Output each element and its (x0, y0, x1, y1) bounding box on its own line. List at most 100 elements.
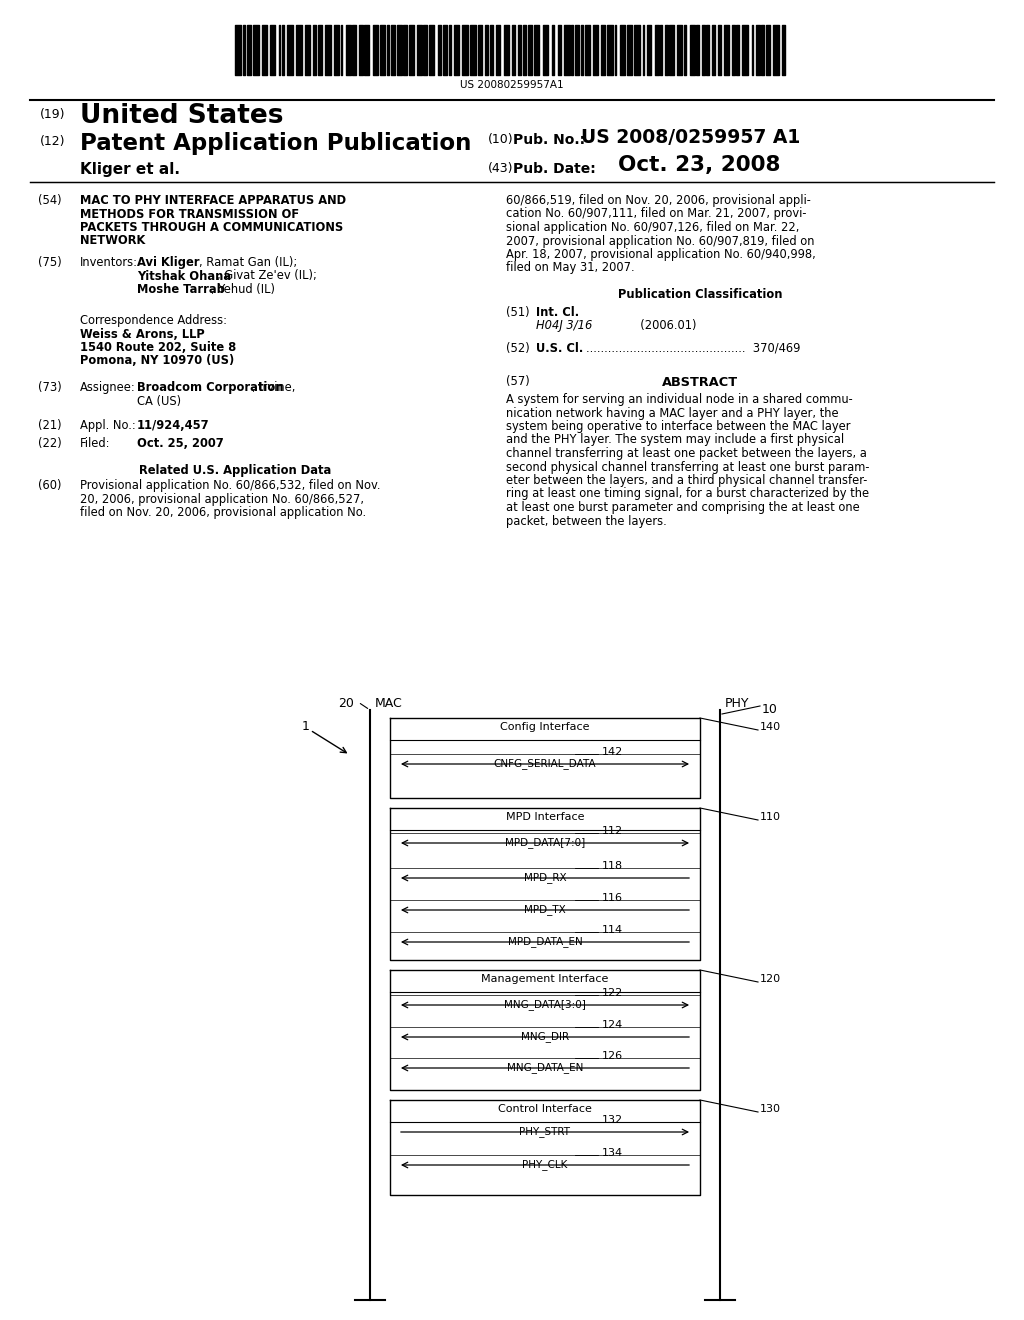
Text: (57): (57) (506, 375, 529, 388)
Text: channel transferring at least one packet between the layers, a: channel transferring at least one packet… (506, 447, 867, 459)
Text: Broadcom Corporation: Broadcom Corporation (137, 381, 284, 395)
Text: METHODS FOR TRANSMISSION OF: METHODS FOR TRANSMISSION OF (80, 207, 299, 220)
Text: Control Interface: Control Interface (498, 1104, 592, 1114)
Text: (22): (22) (38, 437, 61, 450)
Text: Kliger et al.: Kliger et al. (80, 162, 180, 177)
Text: 1540 Route 202, Suite 8: 1540 Route 202, Suite 8 (80, 341, 237, 354)
Text: 114: 114 (602, 925, 624, 935)
Text: 20: 20 (338, 697, 354, 710)
Text: 134: 134 (602, 1148, 624, 1158)
Text: sional application No. 60/907,126, filed on Mar. 22,: sional application No. 60/907,126, filed… (506, 220, 800, 234)
Text: cation No. 60/907,111, filed on Mar. 21, 2007, provi-: cation No. 60/907,111, filed on Mar. 21,… (506, 207, 807, 220)
Text: MPD Interface: MPD Interface (506, 812, 585, 822)
Text: (2006.01): (2006.01) (604, 319, 696, 333)
Text: (43): (43) (488, 162, 513, 176)
Text: Yitshak Ohana: Yitshak Ohana (137, 269, 231, 282)
Text: MNG_DATA_EN: MNG_DATA_EN (507, 1063, 584, 1073)
Text: filed on May 31, 2007.: filed on May 31, 2007. (506, 261, 635, 275)
Text: 2007, provisional application No. 60/907,819, filed on: 2007, provisional application No. 60/907… (506, 235, 814, 248)
Text: MPD_TX: MPD_TX (524, 904, 566, 915)
Text: (60): (60) (38, 479, 61, 492)
Text: US 2008/0259957 A1: US 2008/0259957 A1 (581, 128, 800, 147)
Text: 20, 2006, provisional application No. 60/866,527,: 20, 2006, provisional application No. 60… (80, 492, 364, 506)
Text: (75): (75) (38, 256, 61, 269)
Text: packet, between the layers.: packet, between the layers. (506, 515, 667, 528)
Text: 140: 140 (760, 722, 781, 733)
Text: ring at least one timing signal, for a burst characterized by the: ring at least one timing signal, for a b… (506, 487, 869, 500)
Text: (10): (10) (488, 133, 514, 147)
Text: 1: 1 (302, 719, 310, 733)
Text: Publication Classification: Publication Classification (617, 289, 782, 301)
Text: nication network having a MAC layer and a PHY layer, the: nication network having a MAC layer and … (506, 407, 839, 420)
Text: 126: 126 (602, 1051, 624, 1061)
Text: Pub. Date:: Pub. Date: (513, 162, 596, 176)
Text: (19): (19) (40, 108, 66, 121)
Text: 120: 120 (760, 974, 781, 983)
Text: Oct. 25, 2007: Oct. 25, 2007 (137, 437, 224, 450)
Text: NETWORK: NETWORK (80, 235, 145, 248)
Text: Inventors:: Inventors: (80, 256, 138, 269)
Text: PHY_STRT: PHY_STRT (519, 1126, 570, 1137)
Text: 110: 110 (760, 812, 781, 822)
Text: H04J 3/16: H04J 3/16 (536, 319, 592, 333)
Text: at least one burst parameter and comprising the at least one: at least one burst parameter and compris… (506, 502, 860, 513)
Text: second physical channel transferring at least one burst param-: second physical channel transferring at … (506, 461, 869, 474)
Text: 124: 124 (602, 1020, 624, 1030)
Text: eter between the layers, and a third physical channel transfer-: eter between the layers, and a third phy… (506, 474, 867, 487)
Text: Correspondence Address:: Correspondence Address: (80, 314, 227, 327)
Text: PHY_CLK: PHY_CLK (522, 1159, 567, 1170)
Text: Provisional application No. 60/866,532, filed on Nov.: Provisional application No. 60/866,532, … (80, 479, 381, 492)
Text: PACKETS THROUGH A COMMUNICATIONS: PACKETS THROUGH A COMMUNICATIONS (80, 220, 343, 234)
Text: (51): (51) (506, 306, 529, 319)
Text: Patent Application Publication: Patent Application Publication (80, 132, 471, 154)
Text: 132: 132 (602, 1115, 624, 1125)
Text: ............................................  370/469: ........................................… (586, 342, 801, 355)
Text: US 20080259957A1: US 20080259957A1 (460, 81, 564, 90)
Text: Config Interface: Config Interface (501, 722, 590, 733)
Text: 122: 122 (602, 987, 624, 998)
Text: United States: United States (80, 103, 284, 129)
Text: Weiss & Arons, LLP: Weiss & Arons, LLP (80, 327, 205, 341)
Text: (73): (73) (38, 381, 61, 395)
Text: , Irvine,: , Irvine, (252, 381, 295, 395)
Text: MNG_DATA[3:0]: MNG_DATA[3:0] (504, 999, 586, 1010)
Text: 10: 10 (762, 704, 778, 715)
Text: (52): (52) (506, 342, 529, 355)
Text: ABSTRACT: ABSTRACT (662, 375, 738, 388)
Text: MNG_DIR: MNG_DIR (521, 1031, 569, 1041)
Text: A system for serving an individual node in a shared commu-: A system for serving an individual node … (506, 393, 853, 407)
Text: and the PHY layer. The system may include a first physical: and the PHY layer. The system may includ… (506, 433, 844, 446)
Text: , Ramat Gan (IL);: , Ramat Gan (IL); (199, 256, 297, 269)
Text: Int. Cl.: Int. Cl. (536, 306, 580, 319)
Text: 130: 130 (760, 1104, 781, 1114)
Text: U.S. Cl.: U.S. Cl. (536, 342, 584, 355)
Text: 11/924,457: 11/924,457 (137, 420, 210, 432)
Text: (12): (12) (40, 135, 66, 148)
Text: CNFG_SERIAL_DATA: CNFG_SERIAL_DATA (494, 758, 596, 770)
Text: Oct. 23, 2008: Oct. 23, 2008 (618, 154, 780, 176)
Text: Moshe Tarrab: Moshe Tarrab (137, 282, 225, 296)
Text: system being operative to interface between the MAC layer: system being operative to interface betw… (506, 420, 851, 433)
Text: Avi Kliger: Avi Kliger (137, 256, 200, 269)
Text: Appl. No.:: Appl. No.: (80, 420, 136, 432)
Text: , Givat Ze'ev (IL);: , Givat Ze'ev (IL); (217, 269, 316, 282)
Text: Apr. 18, 2007, provisional application No. 60/940,998,: Apr. 18, 2007, provisional application N… (506, 248, 816, 261)
Text: 118: 118 (602, 861, 624, 871)
Text: MPD_DATA[7:0]: MPD_DATA[7:0] (505, 837, 585, 847)
Text: Assignee:: Assignee: (80, 381, 136, 395)
Text: 112: 112 (602, 826, 624, 836)
Text: Pub. No.:: Pub. No.: (513, 133, 585, 147)
Text: Pomona, NY 10970 (US): Pomona, NY 10970 (US) (80, 355, 234, 367)
Text: CA (US): CA (US) (137, 395, 181, 408)
Text: MAC: MAC (375, 697, 402, 710)
Text: MAC TO PHY INTERFACE APPARATUS AND: MAC TO PHY INTERFACE APPARATUS AND (80, 194, 346, 207)
Text: filed on Nov. 20, 2006, provisional application No.: filed on Nov. 20, 2006, provisional appl… (80, 507, 367, 519)
Text: Filed:: Filed: (80, 437, 111, 450)
Text: MPD_RX: MPD_RX (523, 873, 566, 883)
Text: , Yehud (IL): , Yehud (IL) (211, 282, 275, 296)
Text: (21): (21) (38, 420, 61, 432)
Text: MPD_DATA_EN: MPD_DATA_EN (508, 936, 583, 946)
Text: 60/866,519, filed on Nov. 20, 2006, provisional appli-: 60/866,519, filed on Nov. 20, 2006, prov… (506, 194, 811, 207)
Text: 142: 142 (602, 747, 624, 756)
Text: (54): (54) (38, 194, 61, 207)
